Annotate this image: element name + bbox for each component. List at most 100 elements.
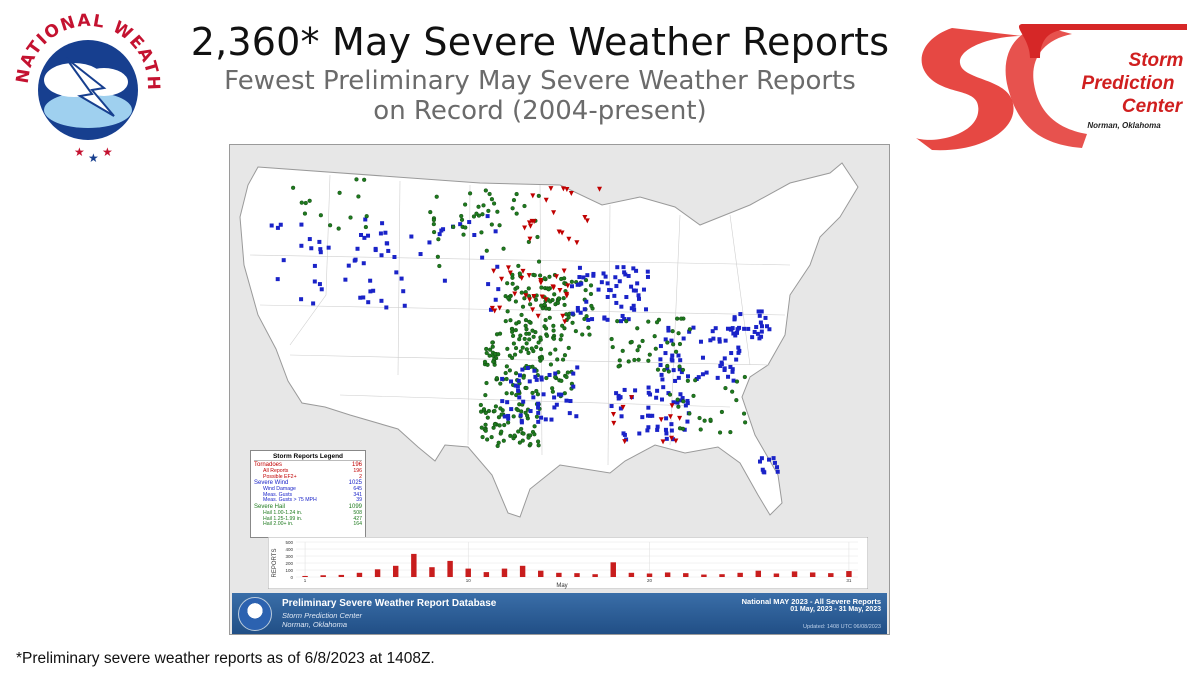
wind-report-marker: [582, 307, 587, 312]
hail-report-marker: [555, 357, 560, 362]
bar-chart-xtick: 20: [647, 578, 653, 583]
hail-report-marker: [513, 346, 519, 351]
hail-report-marker: [463, 202, 468, 207]
tornado-report-marker: [556, 229, 562, 235]
hail-report-marker: [496, 415, 502, 420]
hail-report-marker: [535, 234, 540, 240]
hail-report-marker: [534, 344, 539, 350]
wind-report-marker: [575, 308, 580, 313]
hail-report-marker: [532, 273, 537, 278]
wind-report-marker: [775, 469, 780, 474]
bar-day-8: [429, 567, 435, 577]
hail-report-marker: [524, 331, 529, 336]
hail-report-marker: [560, 357, 566, 362]
wind-report-marker: [679, 370, 684, 375]
bar-day-20: [646, 573, 653, 577]
tornado-report-marker: [499, 276, 505, 282]
hail-report-marker: [687, 411, 692, 416]
hail-report-marker: [434, 194, 439, 199]
bar-day-26: [755, 570, 762, 577]
wind-report-marker: [571, 371, 576, 376]
hail-report-marker: [517, 271, 522, 276]
wind-report-marker: [513, 383, 518, 388]
bar-chart-ytick: 400: [285, 547, 293, 552]
wind-report-marker: [664, 416, 669, 421]
hail-report-marker: [555, 300, 560, 306]
legend-wind-item-2-label: Meas. Gusts: [263, 491, 293, 498]
tornado-report-marker: [673, 438, 679, 444]
wind-report-marker: [622, 387, 627, 392]
wind-report-marker: [677, 367, 682, 372]
hail-report-marker: [515, 285, 520, 290]
hail-report-marker: [431, 222, 436, 227]
legend-wind-item-3-label: Meas. Gusts > 75 MPH: [263, 497, 317, 504]
svg-text:★: ★: [102, 145, 113, 159]
wind-report-marker: [346, 263, 351, 268]
hail-report-marker: [522, 336, 527, 342]
hail-report-marker: [484, 380, 489, 386]
wind-report-marker: [531, 395, 536, 400]
wind-report-marker: [680, 396, 685, 401]
wind-report-marker: [641, 287, 646, 292]
wind-report-marker: [602, 316, 607, 321]
hail-report-marker: [484, 350, 489, 356]
hail-report-marker: [527, 337, 532, 342]
spc-logo: Storm Prediction Center Norman, Oklahoma: [916, 24, 1187, 151]
wind-report-marker: [586, 317, 591, 322]
hail-report-marker: [431, 229, 437, 235]
hail-report-marker: [511, 414, 516, 419]
wind-report-marker: [605, 294, 610, 299]
daily-reports-bar-chart: REPORTS 0 100 200 300 400 500 1 10 20 31 May: [268, 537, 868, 589]
wind-report-marker: [596, 287, 601, 292]
wind-report-marker: [519, 420, 524, 425]
wind-report-marker: [500, 399, 505, 404]
wind-report-marker: [685, 400, 690, 405]
wind-report-marker: [678, 358, 683, 363]
tornado-report-marker: [527, 223, 533, 229]
wind-report-marker: [646, 425, 651, 430]
spc-line2: Prediction: [1082, 73, 1175, 94]
wind-report-marker: [759, 324, 764, 329]
hail-report-marker: [483, 422, 488, 427]
wind-report-marker: [496, 287, 501, 292]
tornado-report-marker: [629, 395, 635, 401]
hail-report-marker: [518, 349, 523, 354]
hail-report-marker: [519, 426, 524, 432]
wind-report-marker: [579, 281, 584, 286]
hail-report-marker: [478, 402, 483, 408]
wind-report-marker: [528, 409, 533, 414]
hail-report-marker: [461, 232, 466, 237]
bar-day-7: [411, 553, 417, 577]
hail-report-marker: [509, 326, 515, 332]
hail-report-marker: [635, 348, 640, 353]
hail-report-marker: [543, 306, 549, 311]
tornado-report-marker: [523, 293, 529, 299]
legend-tornado-item-2-value: 2: [359, 473, 362, 480]
state-borders: [249, 174, 791, 466]
tornado-report-marker: [539, 294, 545, 300]
hail-report-marker: [512, 352, 518, 357]
wind-report-marker: [605, 317, 610, 322]
wind-report-marker: [275, 277, 280, 282]
hail-report-marker: [741, 411, 747, 416]
hail-report-marker: [513, 371, 519, 376]
hail-report-marker: [508, 433, 513, 438]
bar-day-29: [809, 572, 816, 577]
hail-report-marker: [687, 327, 692, 332]
bar-chart-ytick: 300: [285, 554, 293, 559]
wind-report-marker: [581, 275, 586, 280]
wind-report-marker: [618, 406, 623, 411]
hail-report-marker: [348, 215, 353, 220]
hail-report-marker: [520, 304, 526, 309]
hail-report-marker: [675, 316, 680, 321]
wind-report-marker: [655, 388, 660, 393]
wind-report-marker: [516, 388, 521, 393]
wind-report-marker: [366, 233, 371, 238]
wind-report-marker: [577, 275, 582, 280]
tornado-report-marker: [543, 197, 549, 203]
hail-report-marker: [675, 397, 680, 402]
hail-report-marker: [676, 404, 681, 409]
bar-day-19: [628, 572, 635, 577]
bar-day-25: [737, 572, 743, 577]
wind-report-marker: [698, 339, 703, 344]
